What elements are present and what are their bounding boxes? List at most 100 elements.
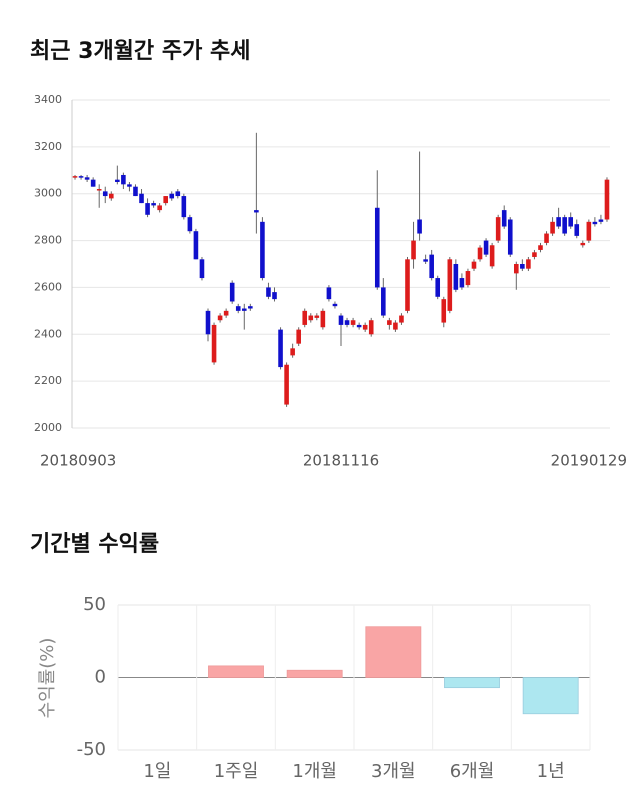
candle-body: [501, 210, 507, 227]
candle-body: [507, 219, 513, 255]
candle-body: [495, 217, 501, 241]
candle-body: [302, 310, 308, 325]
candle-body: [308, 315, 314, 321]
chart-title: 최근 3개월간 주가 추세: [30, 39, 250, 64]
candle-body: [127, 184, 132, 187]
candle-body: [241, 308, 247, 311]
candle-body: [471, 261, 477, 269]
x-tick-label: 1개월: [292, 761, 337, 782]
candle-body: [489, 245, 495, 267]
bar: [522, 677, 579, 715]
y-tick-label: 2800: [34, 234, 62, 247]
candle-body: [260, 221, 265, 279]
candle-body: [163, 196, 168, 204]
candle-body: [284, 364, 289, 405]
candle-body: [133, 186, 138, 197]
bar: [286, 669, 343, 678]
bar: [365, 626, 422, 678]
candle-body: [411, 240, 416, 260]
candle-body: [266, 287, 271, 297]
candle-body: [598, 219, 604, 222]
candle-body: [368, 320, 374, 335]
x-tick-label: 1주일: [214, 761, 259, 782]
y-tick-label: -50: [77, 739, 106, 760]
candle-body: [592, 221, 598, 225]
candle-body: [96, 189, 102, 191]
candle-body: [169, 193, 175, 199]
candle-body: [205, 310, 211, 335]
candle-body: [72, 176, 78, 178]
candle-body: [544, 233, 549, 243]
y-tick-label: 2200: [34, 374, 62, 387]
candle-body: [532, 252, 537, 257]
candle-body: [441, 299, 447, 323]
candle-body: [320, 310, 326, 328]
y-tick-label: 3400: [34, 93, 62, 106]
candle-body: [387, 320, 392, 325]
x-tick-label: 1년: [537, 761, 565, 782]
y-tick-label: 50: [83, 594, 106, 615]
x-tick-label: 1일: [143, 761, 171, 782]
candle-body: [344, 320, 350, 325]
candle-body: [447, 259, 453, 311]
y-tick-label: 2000: [34, 421, 62, 434]
candle-body: [586, 221, 592, 241]
candle-body: [314, 315, 320, 318]
candle-body: [229, 282, 235, 302]
candle-body: [423, 259, 428, 262]
x-tick-label: 6개월: [450, 761, 495, 782]
candle-body: [483, 240, 489, 255]
x-tick-label: 3개월: [371, 761, 416, 782]
x-tick-label: 20180903: [40, 452, 116, 470]
y-tick-label: 2400: [34, 327, 62, 340]
candle-body: [338, 315, 344, 325]
candle-body: [175, 191, 181, 197]
bar: [444, 677, 500, 689]
candle-body: [108, 193, 114, 199]
candle-body: [139, 193, 144, 204]
candle-body: [362, 324, 368, 330]
candle-body: [278, 329, 283, 368]
candle-body: [374, 207, 380, 288]
candle-body: [580, 242, 586, 246]
candle-body: [381, 287, 386, 316]
candle-body: [102, 191, 108, 197]
candle-body: [550, 221, 555, 234]
candle-body: [211, 324, 217, 363]
candle-body: [187, 217, 193, 232]
candle-body: [562, 217, 567, 234]
candle-body: [157, 205, 162, 211]
y-tick-label: 3200: [34, 140, 62, 153]
candle-body: [151, 203, 156, 206]
candle-body: [514, 264, 519, 274]
candle-body: [248, 306, 253, 309]
candle-body: [435, 278, 441, 297]
candle-body: [399, 315, 404, 323]
candle-body: [405, 259, 410, 311]
candle-body: [235, 306, 241, 311]
candle-body: [254, 210, 259, 213]
y-axis-label: 수익률(%): [37, 638, 58, 719]
candle-body: [604, 179, 610, 220]
candle-body: [350, 320, 356, 325]
candle-body: [181, 196, 187, 218]
candle-body: [145, 203, 150, 215]
candle-body: [296, 329, 301, 344]
candle-body: [78, 176, 84, 178]
candle-body: [429, 254, 434, 279]
candle-body: [272, 292, 277, 300]
candle-body: [538, 245, 543, 250]
candle-body: [453, 264, 459, 290]
candle-body: [356, 324, 362, 328]
candle-body: [332, 303, 338, 307]
chart-title: 기간별 수익률: [30, 532, 159, 557]
candle-body: [199, 259, 205, 279]
candle-body: [217, 315, 223, 321]
candle-body: [393, 322, 398, 330]
y-tick-label: 2600: [34, 280, 62, 293]
x-tick-label: 20181116: [303, 452, 379, 470]
y-tick-label: 0: [95, 667, 106, 688]
candle-body: [568, 217, 574, 227]
candle-body: [556, 217, 561, 227]
